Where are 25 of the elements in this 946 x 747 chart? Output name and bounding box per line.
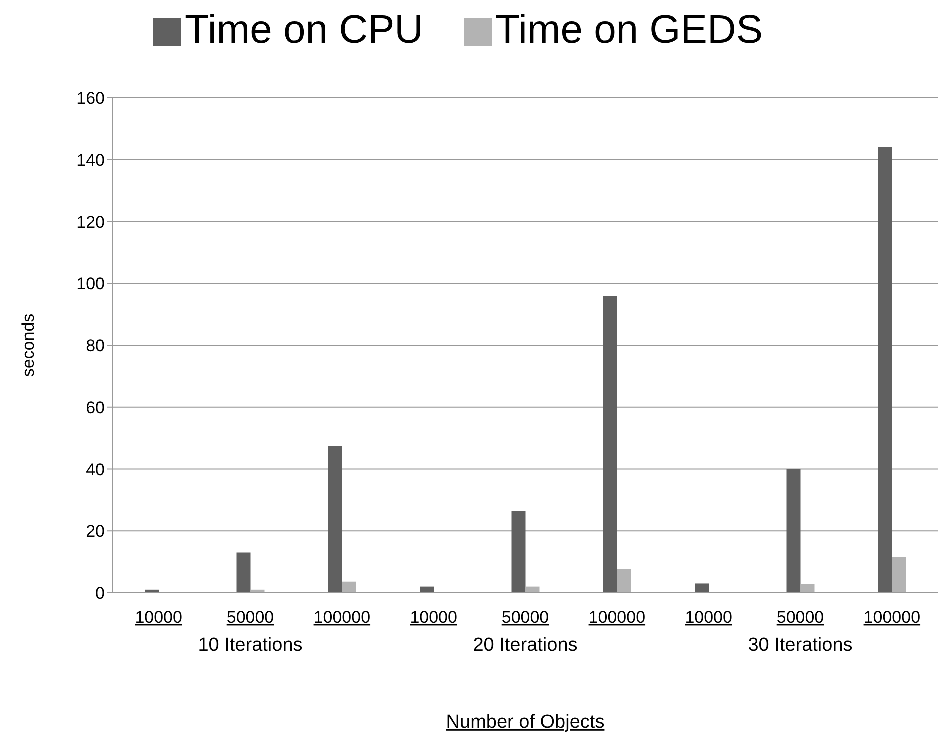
legend-label: Time on GEDS xyxy=(496,8,764,52)
x-axis-title: Number of Objects xyxy=(446,712,605,733)
y-axis-title: seconds xyxy=(19,314,38,378)
y-tick-label: 100 xyxy=(76,274,105,294)
x-tick-label: 100000 xyxy=(588,608,646,627)
y-tick-label: 80 xyxy=(86,336,105,356)
x-tick-label: 10000 xyxy=(685,608,732,627)
x-tick-label: 50000 xyxy=(502,608,550,627)
x-tick-label: 10000 xyxy=(135,608,182,627)
y-tick-label: 40 xyxy=(86,460,105,480)
text: 10 Iterations xyxy=(198,635,303,656)
text: 20 Iterations xyxy=(473,635,578,656)
y-tick-label: 160 xyxy=(76,89,105,108)
legend-label: Time on CPU xyxy=(184,8,424,52)
y-tick-label: 60 xyxy=(86,398,105,418)
y-tick-label: 0 xyxy=(96,584,105,604)
x-tick-label: 50000 xyxy=(776,608,824,627)
y-tick-label: 20 xyxy=(86,522,105,542)
x-tick-label: 100000 xyxy=(864,608,921,627)
x-tick-label: 100000 xyxy=(314,608,371,627)
y-tick-label: 140 xyxy=(76,150,105,170)
x-tick-label: 50000 xyxy=(226,608,274,627)
y-tick-label: 120 xyxy=(76,212,105,232)
x-tick-label: 10000 xyxy=(410,608,458,627)
text: 30 Iterations xyxy=(748,635,853,656)
